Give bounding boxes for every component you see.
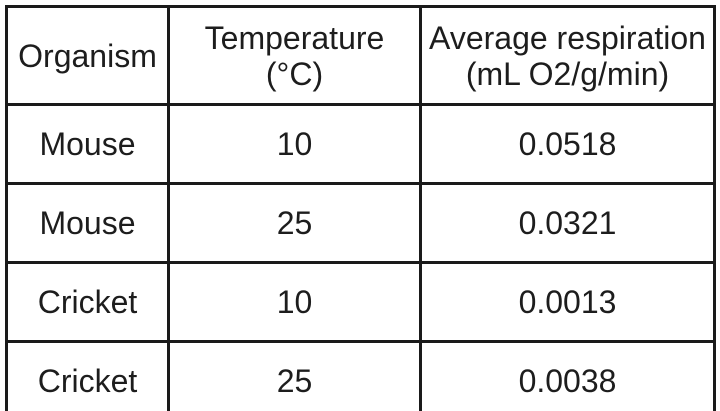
cell-respiration: 0.0321 <box>419 182 716 264</box>
cell-organism: Cricket <box>5 261 170 343</box>
table-row: Cricket 25 0.0038 <box>5 340 716 411</box>
column-header-respiration: Average respiration (mL O2/g/min) <box>419 5 716 106</box>
cell-organism: Mouse <box>5 103 170 185</box>
cell-organism: Mouse <box>5 182 170 264</box>
column-header-respiration-line2: (mL O2/g/min) <box>465 55 670 92</box>
column-header-temperature: Temperature (°C) <box>167 5 422 106</box>
cell-temperature: 25 <box>167 182 422 264</box>
cell-temperature: 10 <box>167 103 422 185</box>
column-header-temperature-line1: Temperature <box>204 19 385 56</box>
cell-respiration: 0.0518 <box>419 103 716 185</box>
column-header-temperature-line2: (°C) <box>265 55 324 92</box>
header-row: Organism Temperature (°C) Average respir… <box>5 5 716 106</box>
column-header-organism-label: Organism <box>18 37 157 74</box>
table-row: Mouse 10 0.0518 <box>5 103 716 185</box>
cell-organism: Cricket <box>5 340 170 411</box>
cell-temperature: 25 <box>167 340 422 411</box>
column-header-organism: Organism <box>5 5 170 106</box>
cell-temperature: 10 <box>167 261 422 343</box>
cell-respiration: 0.0013 <box>419 261 716 343</box>
respiration-data-table: Organism Temperature (°C) Average respir… <box>5 5 716 411</box>
cell-respiration: 0.0038 <box>419 340 716 411</box>
table-row: Mouse 25 0.0321 <box>5 182 716 264</box>
table-row: Cricket 10 0.0013 <box>5 261 716 343</box>
column-header-respiration-line1: Average respiration <box>429 19 706 56</box>
